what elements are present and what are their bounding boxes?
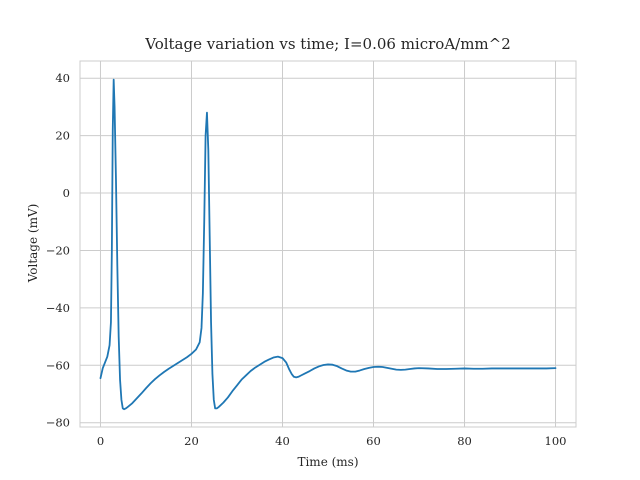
- y-tick-labels: −80 −60 −40 −20 0 20 40: [46, 71, 70, 429]
- x-axis-label: Time (ms): [297, 455, 358, 469]
- x-tick-label: 20: [184, 434, 199, 448]
- y-tick-label: 40: [55, 71, 70, 85]
- y-tick-label: 20: [55, 129, 70, 143]
- chart-title: Voltage variation vs time; I=0.06 microA…: [144, 35, 511, 53]
- voltage-series-line: [99, 78, 557, 411]
- plot-area-frame: [79, 60, 577, 428]
- x-tick-label: 80: [457, 434, 472, 448]
- series-layer: [99, 78, 557, 411]
- x-tick-label: 100: [545, 434, 567, 448]
- y-tick-label: −40: [46, 301, 70, 315]
- y-axis-label: Voltage (mV): [26, 204, 40, 284]
- y-tick-label: −60: [46, 358, 70, 372]
- y-tick-label: −20: [46, 243, 70, 257]
- x-tick-label: 0: [97, 434, 104, 448]
- y-tick-label: 0: [63, 186, 70, 200]
- y-tick-label: −80: [46, 416, 70, 430]
- x-tick-label: 60: [366, 434, 381, 448]
- x-tick-labels: 0 20 40 60 80 100: [97, 434, 567, 448]
- grid-lines: [80, 61, 576, 427]
- x-tick-label: 40: [275, 434, 290, 448]
